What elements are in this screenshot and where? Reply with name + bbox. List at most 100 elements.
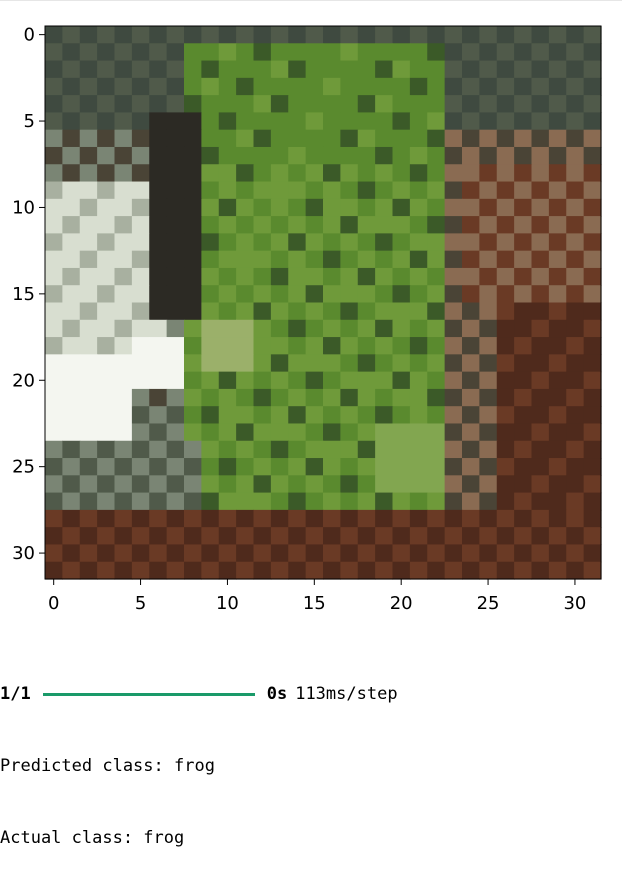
image-pixel (479, 181, 498, 200)
image-pixel (496, 285, 515, 304)
image-pixel (375, 129, 394, 148)
image-pixel (340, 285, 359, 304)
image-pixel (409, 26, 428, 44)
image-pixel (462, 492, 480, 511)
image-pixel (305, 129, 324, 148)
image-pixel (444, 319, 463, 338)
image-pixel (131, 354, 150, 373)
image-pixel (514, 423, 533, 442)
image-pixel (62, 95, 81, 114)
image-pixel (479, 250, 498, 269)
image-pixel (218, 164, 237, 183)
image-pixel (583, 440, 602, 459)
image-pixel (531, 406, 550, 425)
image-pixel (270, 233, 289, 252)
image-pixel (375, 302, 394, 321)
image-pixel (62, 527, 81, 546)
image-pixel (97, 181, 116, 200)
cell-top-divider (0, 0, 622, 1)
image-pixel (427, 112, 446, 131)
image-pixel (218, 337, 237, 355)
image-pixel (201, 112, 220, 131)
image-pixel (514, 492, 533, 511)
image-pixel (392, 129, 411, 148)
image-pixel (236, 319, 255, 338)
image-pixel (409, 95, 428, 114)
image-pixel (218, 146, 237, 165)
image-pixel (548, 561, 567, 580)
image-pixel (270, 267, 289, 286)
image-pixel (184, 406, 202, 425)
image-pixel (496, 216, 515, 234)
image-pixel (236, 95, 255, 114)
image-pixel (114, 60, 133, 79)
image-pixel (340, 354, 359, 373)
image-pixel (427, 544, 446, 563)
image-pixel (357, 198, 376, 217)
image-pixel (253, 285, 272, 304)
image-pixel (97, 371, 116, 390)
image-pixel (45, 146, 63, 165)
image-pixel (201, 440, 220, 459)
image-pixel (479, 267, 498, 286)
image-pixel (79, 129, 98, 148)
image-pixel (270, 77, 289, 96)
image-pixel (166, 458, 185, 476)
image-pixel (357, 561, 376, 580)
image-pixel (340, 198, 359, 217)
image-pixel (288, 440, 307, 459)
image-pixel (305, 60, 324, 79)
image-pixel (548, 267, 567, 286)
image-pixel (340, 561, 359, 580)
image-pixel (97, 267, 116, 286)
image-pixel (131, 319, 150, 338)
image-pixel (531, 475, 550, 494)
image-pixel (462, 371, 480, 390)
x-tick-label: 20 (390, 593, 413, 614)
image-pixel (531, 164, 550, 183)
actual-class-text: Actual class: frog (0, 828, 185, 848)
image-pixel (149, 475, 168, 494)
image-pixel (270, 475, 289, 494)
image-pixel (566, 95, 585, 114)
image-pixel (357, 354, 376, 373)
image-pixel (62, 250, 81, 269)
image-pixel (253, 492, 272, 511)
image-pixel (288, 129, 307, 148)
image-pixel (409, 440, 428, 459)
image-pixel (201, 77, 220, 96)
image-pixel (548, 527, 567, 546)
image-pixel (340, 440, 359, 459)
image-pixel (357, 492, 376, 511)
image-pixel (45, 561, 63, 580)
image-pixel (79, 561, 98, 580)
image-pixel (392, 544, 411, 563)
image-pixel (166, 319, 185, 338)
image-pixel (45, 371, 63, 390)
image-pixel (323, 440, 341, 459)
image-pixel (201, 371, 220, 390)
image-pixel (392, 440, 411, 459)
image-pixel (114, 406, 133, 425)
image-pixel (236, 371, 255, 390)
image-pixel (149, 233, 168, 252)
image-pixel (97, 285, 116, 304)
image-pixel (427, 216, 446, 234)
image-pixel (288, 458, 307, 476)
image-pixel (548, 423, 567, 442)
image-pixel (409, 164, 428, 183)
image-pixel (149, 388, 168, 407)
image-pixel (97, 302, 116, 321)
image-pixel (114, 302, 133, 321)
image-pixel (375, 233, 394, 252)
image-pixel (583, 198, 602, 217)
image-pixel (566, 544, 585, 563)
image-pixel (479, 492, 498, 511)
image-pixel (270, 198, 289, 217)
image-pixel (288, 285, 307, 304)
x-tick-label: 15 (303, 593, 326, 614)
image-pixel (323, 43, 341, 62)
image-pixel (114, 354, 133, 373)
image-pixel (149, 250, 168, 269)
image-pixel (236, 354, 255, 373)
